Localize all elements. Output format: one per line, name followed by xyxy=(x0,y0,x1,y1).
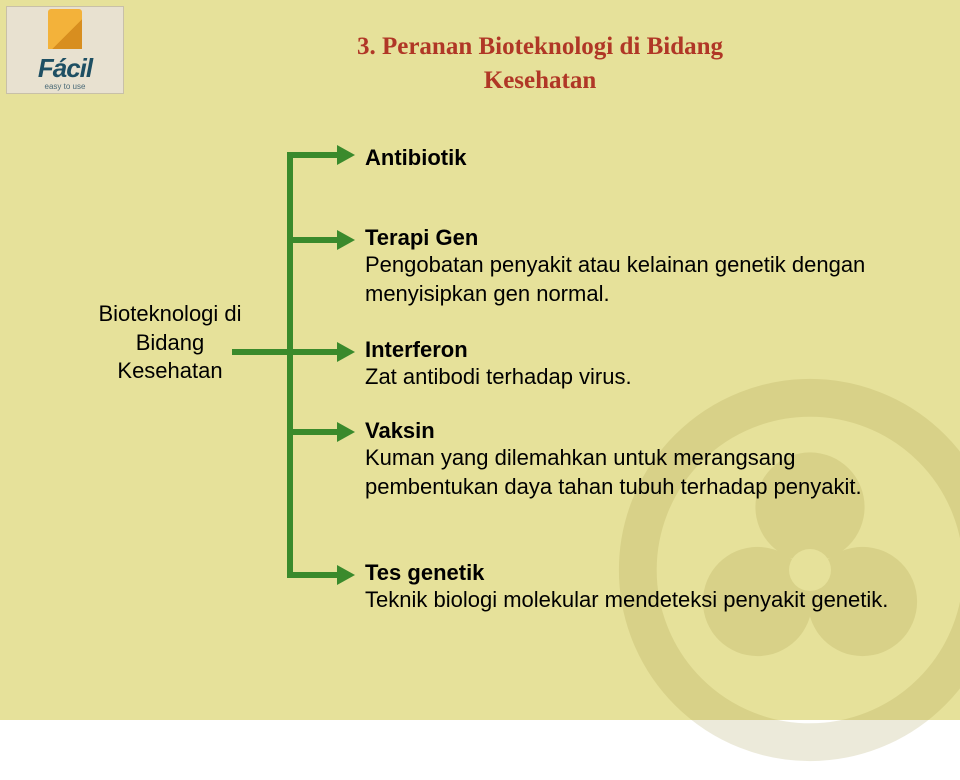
branch-title: Tes genetik xyxy=(365,560,900,586)
book-icon xyxy=(48,9,82,49)
branch-desc: Kuman yang dilemahkan untuk merangsang p… xyxy=(365,444,900,501)
brand-logo: Fácil easy to use xyxy=(6,6,124,94)
branch-desc: Teknik biologi molekular mendeteksi peny… xyxy=(365,586,900,615)
slide-title: 3. Peranan Bioteknologi di Bidang Keseha… xyxy=(200,30,880,98)
branch-title: Vaksin xyxy=(365,418,900,444)
branch-item: Terapi GenPengobatan penyakit atau kelai… xyxy=(365,225,900,308)
brand-name: Fácil xyxy=(38,53,92,84)
branch-item: Antibiotik xyxy=(365,145,900,171)
branch-item: VaksinKuman yang dilemahkan untuk merang… xyxy=(365,418,900,501)
branch-desc: Zat antibodi terhadap virus. xyxy=(365,363,900,392)
tree-root-label: Bioteknologi di Bidang Kesehatan xyxy=(70,300,270,386)
branch-item: InterferonZat antibodi terhadap virus. xyxy=(365,337,900,392)
title-line-1: 3. Peranan Bioteknologi di Bidang xyxy=(357,33,723,60)
root-line-2: Bidang xyxy=(136,330,205,355)
title-line-2: Kesehatan xyxy=(484,67,597,94)
branch-desc: Pengobatan penyakit atau kelainan geneti… xyxy=(365,251,900,308)
root-line-3: Kesehatan xyxy=(117,358,222,383)
branch-title: Interferon xyxy=(365,337,900,363)
branch-title: Terapi Gen xyxy=(365,225,900,251)
brand-tagline: easy to use xyxy=(45,82,86,91)
branch-title: Antibiotik xyxy=(365,145,900,171)
branch-item: Tes genetikTeknik biologi molekular mend… xyxy=(365,560,900,615)
root-line-1: Bioteknologi di xyxy=(98,301,241,326)
